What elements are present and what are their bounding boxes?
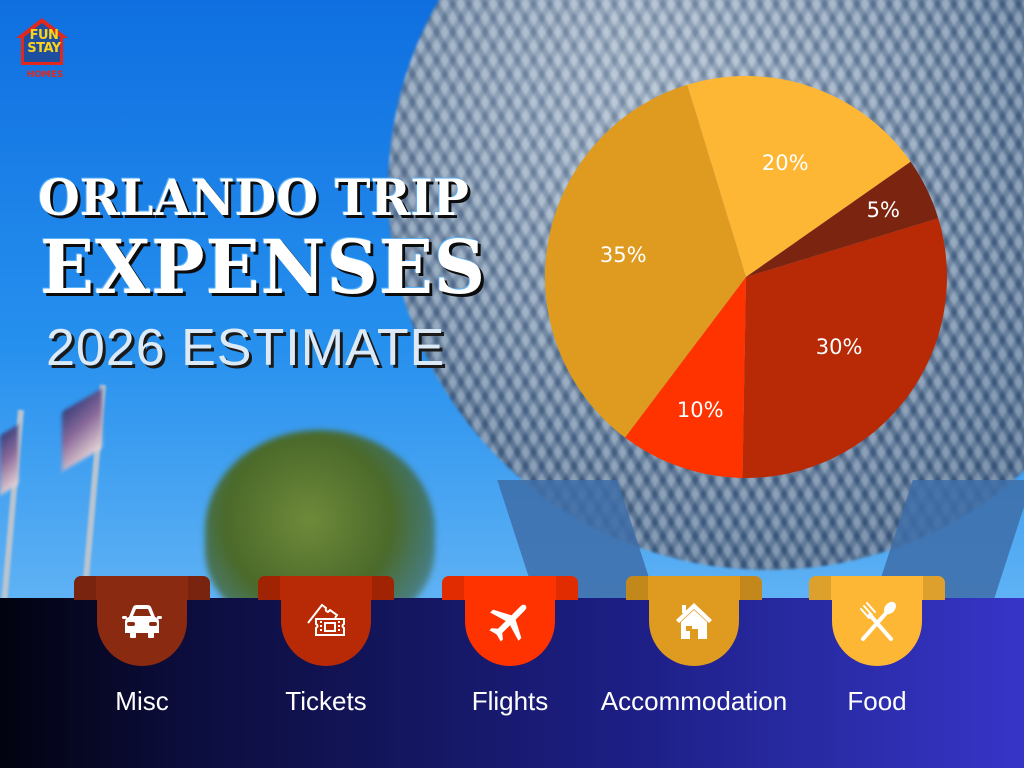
pie-slice-tickets bbox=[742, 218, 947, 479]
legend-item-misc: Misc bbox=[74, 576, 210, 726]
pie-label-misc: 5% bbox=[866, 198, 900, 223]
legend-label: Tickets bbox=[285, 686, 367, 716]
pie-slice-food bbox=[687, 76, 911, 277]
legend-label: Misc bbox=[115, 686, 169, 716]
pie-slice-misc bbox=[746, 161, 939, 277]
legend-item-food: Food bbox=[809, 576, 945, 726]
legend-badge bbox=[465, 576, 555, 666]
title-line-2: EXPENSES bbox=[40, 225, 487, 311]
legend-item-accommodation: Accommodation bbox=[601, 576, 787, 726]
house-icon bbox=[676, 603, 712, 639]
pie-svg bbox=[545, 76, 947, 479]
logo-text-homes: HOMES bbox=[26, 70, 64, 80]
legend-label: Flights bbox=[471, 686, 549, 716]
legend-badge bbox=[281, 576, 371, 666]
legend-label: Accommodation bbox=[600, 686, 788, 716]
house-logo-icon bbox=[16, 18, 68, 65]
pie-label-food: 20% bbox=[761, 150, 809, 175]
pie-slice-accommodation bbox=[545, 84, 746, 438]
legend-label: Food bbox=[847, 686, 907, 716]
pie-slice-flights bbox=[625, 277, 746, 478]
airplane-icon bbox=[489, 604, 527, 642]
logo-text-fun: FUN bbox=[29, 28, 59, 43]
pie-chart: 20% 5% 30% 10% 35% bbox=[545, 76, 947, 479]
title-line-1: ORLANDO TRIP bbox=[38, 168, 469, 227]
ticket-icon bbox=[307, 603, 345, 636]
legend-item-flights: Flights bbox=[442, 576, 578, 726]
legend-item-tickets: Tickets bbox=[258, 576, 394, 726]
pie-label-tickets: 30% bbox=[815, 335, 863, 360]
logo-text-stay: STAY bbox=[27, 41, 61, 56]
pie-label-flights: 10% bbox=[676, 398, 724, 423]
subtitle: 2026 ESTIMATE bbox=[46, 319, 446, 377]
fork-spoon-icon bbox=[860, 601, 896, 641]
pie-label-accommodation: 35% bbox=[599, 243, 647, 268]
legend-badge bbox=[97, 576, 187, 666]
flag bbox=[0, 424, 18, 496]
legend-badge bbox=[832, 576, 922, 666]
legend-badge bbox=[649, 576, 739, 666]
car-icon bbox=[122, 605, 162, 638]
brand-logo: FUN STAY HOMES bbox=[12, 8, 76, 83]
